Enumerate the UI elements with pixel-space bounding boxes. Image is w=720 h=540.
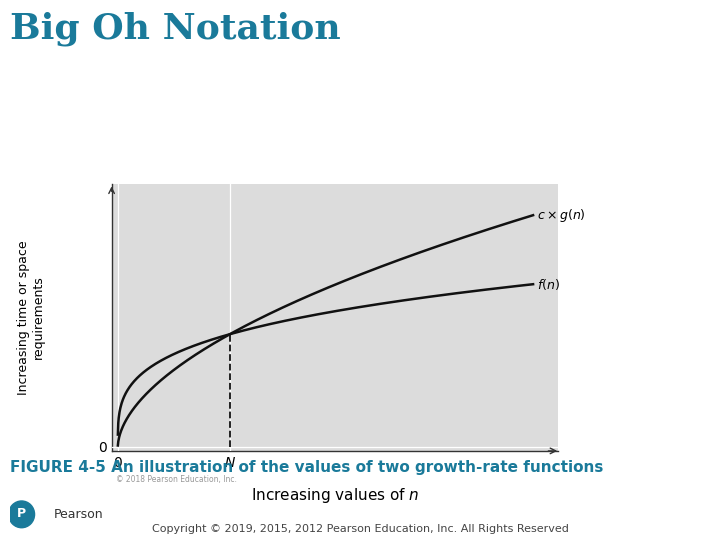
Text: FIGURE 4-5 An illustration of the values of two growth-rate functions: FIGURE 4-5 An illustration of the values… — [10, 460, 603, 475]
Text: Increasing values of $n$: Increasing values of $n$ — [251, 485, 419, 505]
Text: Increasing time or space
requirements: Increasing time or space requirements — [17, 240, 45, 395]
Circle shape — [9, 501, 35, 528]
Text: Pearson: Pearson — [54, 508, 104, 521]
Text: © 2018 Pearson Education, Inc.: © 2018 Pearson Education, Inc. — [116, 475, 237, 484]
Text: $f(n)$: $f(n)$ — [537, 276, 560, 292]
Text: Copyright © 2019, 2015, 2012 Pearson Education, Inc. All Rights Reserved: Copyright © 2019, 2015, 2012 Pearson Edu… — [152, 523, 568, 534]
Text: P: P — [17, 507, 26, 520]
Text: $c \times g(n)$: $c \times g(n)$ — [537, 207, 586, 224]
Text: Big Oh Notation: Big Oh Notation — [10, 12, 341, 46]
